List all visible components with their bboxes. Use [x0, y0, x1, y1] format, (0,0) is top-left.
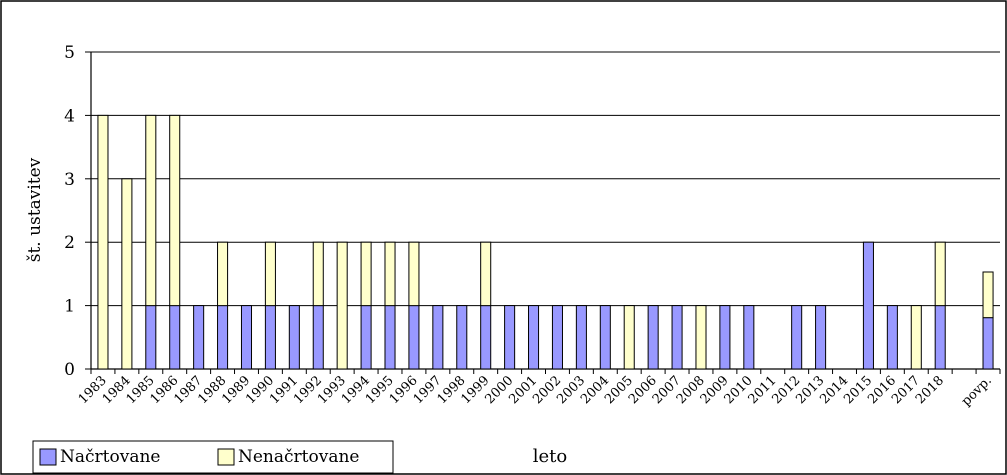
- bar-nenacrtovane-1986: [169, 114, 181, 307]
- bar-nacrtovane-2007: [671, 305, 683, 370]
- bar-nenacrtovane-1985: [145, 114, 157, 307]
- y-tick-label: 5: [64, 43, 75, 63]
- bar-nenacrtovane-1996: [408, 241, 420, 307]
- y-tick-label: 1: [64, 297, 75, 317]
- bar-nacrtovane-1998: [456, 305, 468, 370]
- bars: [97, 114, 994, 370]
- legend-swatch-nacrtovane: [39, 448, 57, 466]
- bar-nenacrtovane-1999: [480, 241, 492, 307]
- bar-nenacrtovane-1993: [336, 241, 348, 370]
- bar-nenacrtovane-1983: [97, 114, 109, 370]
- bar-nacrtovane-1992: [312, 305, 324, 370]
- bar-nacrtovane-1994: [360, 305, 372, 370]
- bar-nenacrtovane-2018: [934, 241, 946, 307]
- y-tick-label: 4: [64, 106, 75, 126]
- bar-nenacrtovane-2017: [910, 305, 922, 370]
- legend-label-nacrtovane: Načrtovane: [60, 447, 160, 467]
- bar-nacrtovane-2004: [599, 305, 611, 370]
- bar-nacrtovane-2002: [551, 305, 563, 370]
- bar-nacrtovane-2006: [647, 305, 659, 370]
- bar-nacrtovane-1995: [384, 305, 396, 370]
- bar-nacrtovane-1987: [193, 305, 205, 370]
- bar-nenacrtovane-1992: [312, 241, 324, 307]
- bar-nacrtovane-1988: [217, 305, 229, 370]
- bar-nacrtovane-2018: [934, 305, 946, 370]
- y-tick-labels: 0 1 2 3 4 5: [64, 43, 75, 380]
- bar-nacrtovane-1991: [288, 305, 300, 370]
- legend-label-nenacrtovane: Nenačrtovane: [238, 447, 359, 467]
- bar-nenacrtovane-1988: [217, 241, 229, 307]
- bar-nenacrtovane-1995: [384, 241, 396, 307]
- bar-nacrtovane-1990: [264, 305, 276, 370]
- bar-nacrtovane-1986: [169, 305, 181, 370]
- bar-nacrtovane-2013: [815, 305, 827, 370]
- y-tick-label: 3: [64, 170, 75, 190]
- y-tick-label: 0: [64, 360, 75, 380]
- y-axis-label: št. ustavitev: [25, 157, 45, 262]
- bar-nacrtovane-1985: [145, 305, 157, 370]
- bar-nenacrtovane-2005: [623, 305, 635, 370]
- legend-swatch-nenacrtovane: [217, 448, 235, 466]
- bar-nacrtovane-2016: [886, 305, 898, 370]
- bar-nenacrtovane-povp.: [982, 271, 994, 319]
- bar-nacrtovane-1996: [408, 305, 420, 370]
- legend: Načrtovane Nenačrtovane: [32, 440, 394, 474]
- bar-nacrtovane-1989: [240, 305, 253, 370]
- bar-nacrtovane-1997: [432, 305, 444, 370]
- bar-nenacrtovane-1984: [121, 178, 133, 370]
- bar-nacrtovane-2000: [504, 305, 516, 370]
- bar-nacrtovane-2015: [862, 241, 874, 370]
- bar-nacrtovane-2012: [791, 305, 803, 370]
- bar-nenacrtovane-1994: [360, 241, 372, 307]
- bar-nenacrtovane-1990: [264, 241, 276, 307]
- bar-nacrtovane-povp.: [982, 317, 994, 370]
- y-tick-label: 2: [64, 233, 75, 253]
- legend-frame: [32, 440, 394, 474]
- bar-nacrtovane-2001: [528, 305, 540, 370]
- x-axis-label: leto: [533, 446, 567, 467]
- bar-nenacrtovane-2008: [695, 305, 707, 370]
- bar-nacrtovane-2009: [719, 305, 731, 370]
- bar-nacrtovane-1999: [480, 305, 492, 370]
- bar-nacrtovane-2010: [743, 305, 755, 370]
- bar-nacrtovane-2003: [575, 305, 587, 370]
